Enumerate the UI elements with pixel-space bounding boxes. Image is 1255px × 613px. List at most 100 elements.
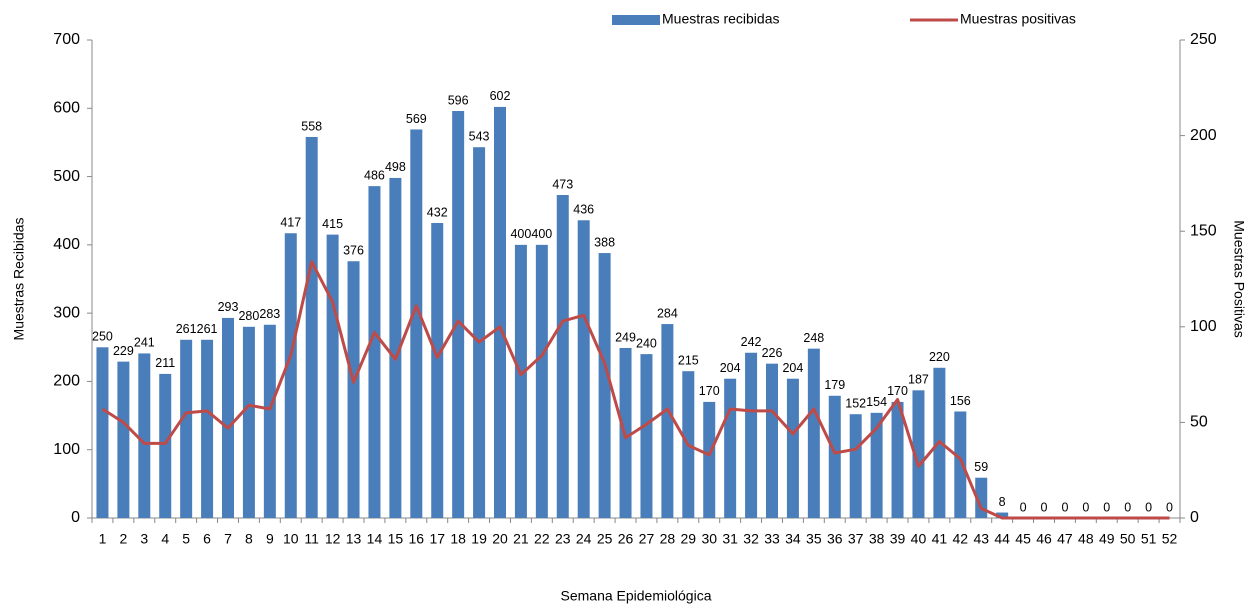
y-tick-label: 600	[53, 100, 80, 117]
bar-value-label: 229	[113, 344, 134, 358]
x-tick-label: 33	[764, 531, 780, 547]
x-tick-label: 25	[597, 531, 613, 547]
x-tick-label: 24	[576, 531, 592, 547]
bar-value-label: 486	[364, 168, 385, 182]
bar-value-label: 283	[259, 307, 280, 321]
x-tick-label: 47	[1057, 531, 1073, 547]
x-tick-label: 52	[1162, 531, 1178, 547]
bar	[807, 348, 820, 518]
x-tick-label: 21	[513, 531, 529, 547]
bar	[766, 363, 778, 518]
bar-value-label: 293	[218, 300, 239, 314]
y-tick-label: 0	[71, 509, 80, 526]
x-tick-label: 14	[367, 531, 383, 547]
bar	[305, 136, 318, 519]
bar-value-label: 179	[824, 378, 845, 392]
y-tick-label: 700	[53, 31, 80, 48]
bar	[891, 401, 904, 518]
bar-value-label: 498	[385, 160, 406, 174]
bar	[703, 401, 716, 518]
bar	[577, 220, 590, 518]
x-tick-label: 51	[1141, 531, 1157, 547]
bar-value-label: 596	[448, 93, 469, 107]
x-tick-label: 31	[722, 531, 738, 547]
x-tick-label: 27	[639, 531, 655, 547]
bar-value-label: 400	[510, 227, 531, 241]
bar-value-label: 250	[92, 330, 113, 344]
bar-value-label: 0	[1124, 500, 1131, 514]
x-tick-label: 3	[140, 531, 148, 547]
bar	[180, 339, 193, 518]
x-tick-label: 20	[492, 531, 508, 547]
bar-value-label: 226	[762, 346, 783, 360]
bar	[138, 353, 151, 518]
y2-tick-label: 200	[1190, 127, 1217, 144]
x-tick-label: 18	[450, 531, 466, 547]
x-tick-label: 7	[224, 531, 232, 547]
x-tick-label: 36	[827, 531, 843, 547]
bar-value-label: 261	[197, 322, 218, 336]
x-tick-label: 17	[429, 531, 445, 547]
x-tick-label: 28	[660, 531, 676, 547]
y2-tick-label: 100	[1190, 318, 1217, 335]
bar	[535, 244, 548, 518]
bar-value-label: 400	[531, 227, 552, 241]
bar-value-label: 204	[720, 361, 741, 375]
bar	[431, 223, 444, 518]
bar-value-label: 0	[1166, 500, 1173, 514]
bar-value-label: 240	[636, 336, 657, 350]
x-tick-label: 13	[346, 531, 362, 547]
x-tick-label: 10	[283, 531, 299, 547]
bar-value-label: 248	[803, 331, 824, 345]
bar-value-label: 170	[887, 384, 908, 398]
legend-label: Muestras positivas	[960, 11, 1076, 27]
bar-value-label: 170	[699, 384, 720, 398]
x-tick-label: 6	[203, 531, 211, 547]
x-tick-label: 34	[785, 531, 801, 547]
x-tick-label: 9	[266, 531, 274, 547]
bar-value-label: 211	[155, 356, 175, 370]
bar	[598, 253, 611, 518]
y2-tick-label: 250	[1190, 31, 1217, 48]
bar-value-label: 204	[782, 361, 803, 375]
bar-value-label: 59	[974, 460, 988, 474]
y-tick-label: 100	[53, 441, 80, 458]
x-tick-label: 38	[869, 531, 885, 547]
bar-value-label: 417	[280, 216, 301, 230]
bar-value-label: 415	[322, 217, 343, 231]
bar	[452, 111, 465, 518]
bar-value-label: 376	[343, 244, 364, 258]
bar	[96, 347, 109, 518]
bar-value-label: 558	[301, 119, 322, 133]
x-tick-label: 35	[806, 531, 822, 547]
x-tick-label: 8	[245, 531, 253, 547]
bar	[326, 234, 339, 518]
bar	[514, 244, 527, 518]
bar-value-label: 261	[176, 322, 197, 336]
bar-value-label: 602	[490, 89, 511, 103]
bar	[745, 352, 758, 518]
bar	[996, 512, 1009, 518]
x-tick-label: 37	[848, 531, 864, 547]
bar-value-label: 473	[552, 177, 573, 191]
bar	[640, 354, 653, 518]
x-tick-label: 23	[555, 531, 571, 547]
x-tick-label: 45	[1015, 531, 1031, 547]
y2-tick-label: 150	[1190, 222, 1217, 239]
bar-value-label: 154	[866, 395, 887, 409]
bar	[222, 317, 234, 518]
bar	[159, 373, 172, 518]
bar-value-label: 152	[845, 397, 866, 411]
bar-value-label: 0	[1041, 500, 1048, 514]
x-tick-label: 16	[409, 531, 425, 547]
bar	[661, 324, 674, 518]
bar	[975, 477, 988, 518]
bar-value-label: 8	[999, 495, 1006, 509]
bar	[849, 414, 862, 518]
x-tick-label: 29	[681, 531, 697, 547]
x-tick-label: 12	[325, 531, 341, 547]
bar-value-label: 388	[594, 235, 615, 249]
bar	[263, 324, 276, 518]
bar	[473, 147, 486, 519]
